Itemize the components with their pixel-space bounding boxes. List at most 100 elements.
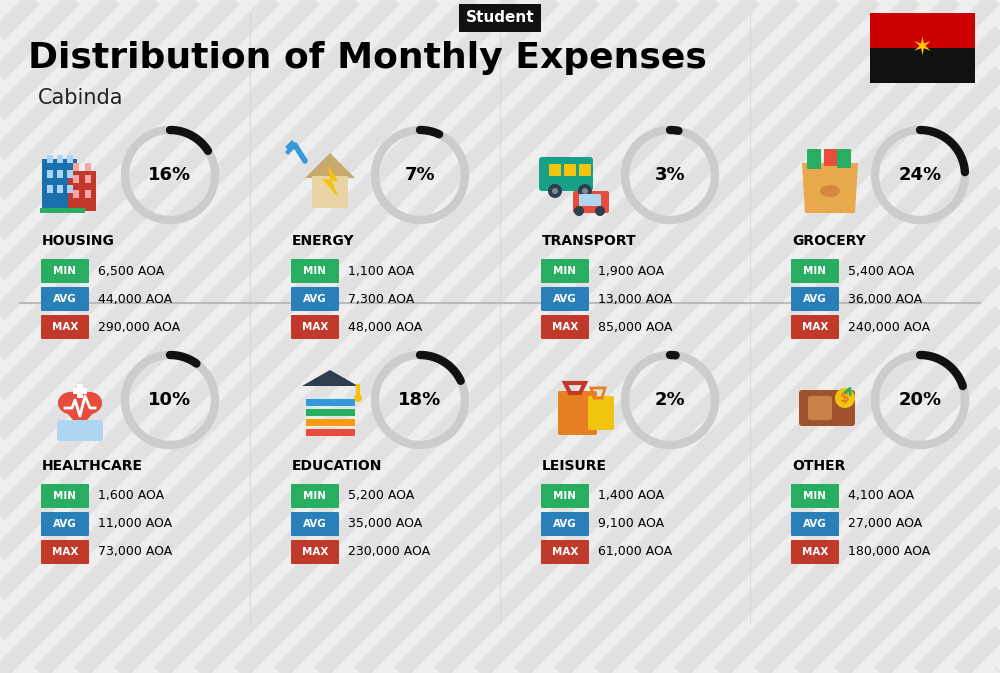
- Text: MIN: MIN: [804, 491, 826, 501]
- Text: AVG: AVG: [553, 519, 577, 529]
- Text: 1,400 AOA: 1,400 AOA: [598, 489, 664, 503]
- FancyBboxPatch shape: [541, 315, 589, 339]
- FancyBboxPatch shape: [539, 157, 593, 191]
- Circle shape: [354, 394, 362, 402]
- Text: 24%: 24%: [898, 166, 942, 184]
- FancyBboxPatch shape: [73, 175, 79, 183]
- Text: MIN: MIN: [804, 266, 826, 276]
- FancyBboxPatch shape: [541, 259, 589, 283]
- Text: MIN: MIN: [54, 266, 76, 276]
- Text: 48,000 AOA: 48,000 AOA: [348, 320, 422, 334]
- FancyBboxPatch shape: [837, 149, 851, 168]
- Text: 85,000 AOA: 85,000 AOA: [598, 320, 672, 334]
- FancyBboxPatch shape: [42, 159, 77, 211]
- FancyBboxPatch shape: [41, 540, 89, 564]
- FancyBboxPatch shape: [541, 287, 589, 311]
- Text: 240,000 AOA: 240,000 AOA: [848, 320, 930, 334]
- FancyBboxPatch shape: [291, 315, 339, 339]
- FancyBboxPatch shape: [41, 484, 89, 508]
- FancyBboxPatch shape: [807, 149, 821, 169]
- Circle shape: [582, 188, 588, 194]
- Circle shape: [578, 184, 592, 198]
- Text: Student: Student: [466, 11, 534, 26]
- FancyBboxPatch shape: [791, 484, 839, 508]
- Text: MAX: MAX: [802, 322, 828, 332]
- Text: 230,000 AOA: 230,000 AOA: [348, 546, 430, 559]
- FancyBboxPatch shape: [870, 48, 975, 83]
- Text: HOUSING: HOUSING: [42, 234, 115, 248]
- Text: 18%: 18%: [398, 391, 442, 409]
- Circle shape: [595, 206, 605, 216]
- FancyBboxPatch shape: [870, 13, 975, 48]
- Polygon shape: [305, 153, 355, 178]
- Text: 9,100 AOA: 9,100 AOA: [598, 518, 664, 530]
- Text: 7%: 7%: [405, 166, 435, 184]
- Text: AVG: AVG: [53, 519, 77, 529]
- Text: 16%: 16%: [148, 166, 192, 184]
- FancyBboxPatch shape: [549, 164, 561, 176]
- Text: Distribution of Monthly Expenses: Distribution of Monthly Expenses: [28, 41, 707, 75]
- FancyBboxPatch shape: [291, 512, 339, 536]
- FancyBboxPatch shape: [77, 384, 83, 398]
- FancyBboxPatch shape: [41, 315, 89, 339]
- FancyBboxPatch shape: [315, 378, 345, 386]
- FancyBboxPatch shape: [791, 512, 839, 536]
- Text: MAX: MAX: [302, 547, 328, 557]
- Text: ENERGY: ENERGY: [292, 234, 355, 248]
- FancyBboxPatch shape: [85, 190, 91, 198]
- FancyBboxPatch shape: [573, 191, 609, 213]
- Text: 35,000 AOA: 35,000 AOA: [348, 518, 422, 530]
- FancyBboxPatch shape: [291, 287, 339, 311]
- Circle shape: [548, 184, 562, 198]
- FancyBboxPatch shape: [799, 390, 855, 426]
- FancyBboxPatch shape: [41, 259, 89, 283]
- Polygon shape: [322, 165, 338, 197]
- Text: MAX: MAX: [552, 547, 578, 557]
- Text: MAX: MAX: [802, 547, 828, 557]
- FancyBboxPatch shape: [579, 164, 591, 176]
- FancyBboxPatch shape: [67, 170, 73, 178]
- Text: 11,000 AOA: 11,000 AOA: [98, 518, 172, 530]
- Text: MAX: MAX: [52, 547, 78, 557]
- Text: 4,100 AOA: 4,100 AOA: [848, 489, 914, 503]
- FancyBboxPatch shape: [791, 540, 839, 564]
- FancyBboxPatch shape: [312, 176, 348, 208]
- Text: AVG: AVG: [803, 294, 827, 304]
- FancyBboxPatch shape: [41, 287, 89, 311]
- Text: AVG: AVG: [553, 294, 577, 304]
- FancyBboxPatch shape: [305, 398, 355, 406]
- Polygon shape: [58, 386, 102, 428]
- Text: 6,500 AOA: 6,500 AOA: [98, 264, 164, 277]
- FancyBboxPatch shape: [67, 185, 73, 193]
- Text: 10%: 10%: [148, 391, 192, 409]
- Circle shape: [552, 188, 558, 194]
- Text: 36,000 AOA: 36,000 AOA: [848, 293, 922, 306]
- Circle shape: [574, 206, 584, 216]
- FancyBboxPatch shape: [305, 428, 355, 436]
- FancyBboxPatch shape: [579, 194, 601, 206]
- Text: Cabinda: Cabinda: [38, 88, 124, 108]
- FancyBboxPatch shape: [808, 396, 832, 420]
- FancyBboxPatch shape: [47, 170, 53, 178]
- Text: 180,000 AOA: 180,000 AOA: [848, 546, 930, 559]
- Text: EDUCATION: EDUCATION: [292, 459, 382, 473]
- FancyBboxPatch shape: [57, 185, 63, 193]
- Text: MIN: MIN: [554, 266, 576, 276]
- Text: MAX: MAX: [52, 322, 78, 332]
- FancyBboxPatch shape: [588, 396, 614, 430]
- Text: MAX: MAX: [552, 322, 578, 332]
- Text: MIN: MIN: [54, 491, 76, 501]
- FancyBboxPatch shape: [85, 175, 91, 183]
- FancyBboxPatch shape: [57, 170, 63, 178]
- Text: $: $: [840, 391, 850, 405]
- Text: ✶: ✶: [912, 36, 933, 60]
- Text: MIN: MIN: [304, 491, 326, 501]
- FancyBboxPatch shape: [73, 163, 79, 171]
- FancyBboxPatch shape: [541, 540, 589, 564]
- Text: MIN: MIN: [304, 266, 326, 276]
- FancyBboxPatch shape: [558, 391, 597, 435]
- Text: 20%: 20%: [898, 391, 942, 409]
- Text: 1,900 AOA: 1,900 AOA: [598, 264, 664, 277]
- FancyBboxPatch shape: [57, 155, 63, 163]
- Polygon shape: [802, 163, 858, 213]
